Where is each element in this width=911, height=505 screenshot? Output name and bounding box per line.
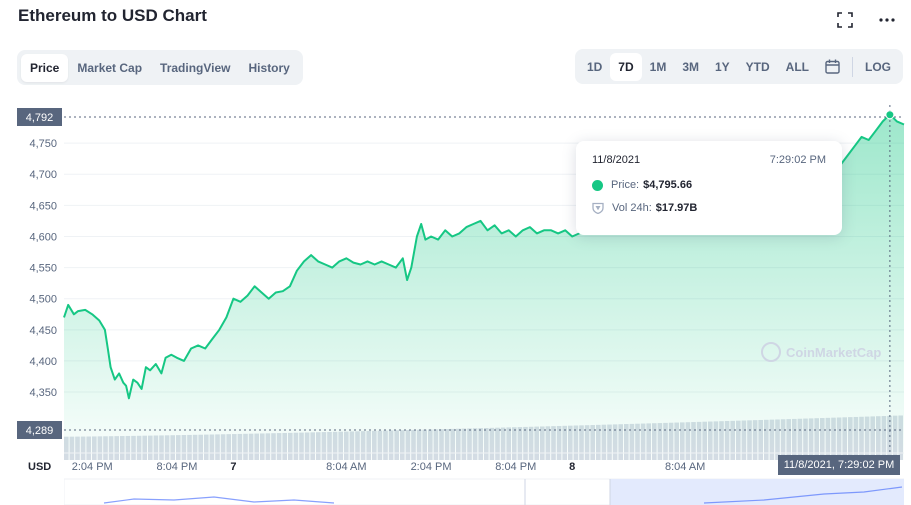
page-title: Ethereum to USD Chart (18, 6, 207, 25)
x-tick-label: 2:04 PM (411, 461, 452, 473)
range-3m[interactable]: 3M (682, 59, 699, 74)
low-label: 4,289 (26, 425, 54, 437)
log-scale-toggle[interactable]: LOG (865, 59, 891, 74)
watermark-logo-icon (761, 342, 781, 362)
y-tick-label: 4,650 (29, 200, 57, 212)
x-tick-label: 7 (230, 461, 236, 473)
low-label-bg (17, 421, 62, 439)
currency-label: USD (28, 461, 51, 473)
more-icon[interactable] (877, 10, 897, 30)
watermark: CoinMarketCap (786, 345, 881, 360)
fullscreen-icon[interactable] (835, 10, 855, 30)
x-tick-label: 8 (569, 461, 575, 473)
range-ytd[interactable]: YTD (745, 59, 770, 74)
y-tick-label: 4,500 (29, 294, 57, 306)
navigator-line-left (103, 496, 335, 504)
y-tick-label: 4,350 (29, 387, 57, 399)
x-tick-label: 2:04 PM (72, 461, 113, 473)
range-navigator[interactable] (64, 478, 904, 505)
high-label-bg (17, 108, 62, 126)
tooltip-volume-value: $17.97B (655, 202, 698, 214)
price-line[interactable] (63, 113, 905, 400)
tooltip-volume-row: Vol 24h: $17.97B (592, 202, 697, 214)
chart-toolbar (835, 10, 897, 30)
cursor-date-label: 11/8/2021, 7:29:02 PM (778, 455, 900, 475)
range-1d[interactable]: 1D (586, 59, 603, 74)
y-tick-label: 4,450 (29, 325, 57, 337)
range-7d[interactable]: 7D (610, 52, 642, 81)
tooltip-volume-label: Vol 24h: (612, 202, 652, 214)
range-1y[interactable]: 1Y (714, 59, 730, 74)
navigator-line-right (703, 486, 903, 504)
y-tick-label: 4,600 (29, 231, 57, 243)
y-tick-label: 4,550 (29, 263, 57, 275)
range-1m[interactable]: 1M (649, 59, 667, 74)
y-tick-label: 4,400 (29, 356, 57, 368)
tooltip-date: 11/8/2021 (592, 154, 641, 166)
x-tick-label: 8:04 AM (665, 461, 705, 473)
tooltip-price-value: $4,795.66 (643, 179, 693, 191)
range-all[interactable]: ALL (785, 59, 809, 74)
range-divider (852, 56, 853, 77)
chart-type-tabs: Price Market Cap TradingView History (17, 50, 303, 85)
x-tick-label: 8:04 PM (156, 461, 197, 473)
y-tick-label: 4,750 (29, 138, 57, 150)
tooltip-price-row: Price: $4,795.66 (592, 179, 692, 191)
tooltip-price-label: Price: (611, 179, 640, 191)
tooltip-time: 7:29:02 PM (769, 154, 826, 166)
tab-tradingview[interactable]: TradingView (160, 60, 231, 75)
x-tick-label: 8:04 PM (495, 461, 536, 473)
calendar-icon[interactable] (817, 53, 848, 80)
tab-market-cap[interactable]: Market Cap (77, 60, 143, 75)
high-label: 4,792 (26, 112, 54, 124)
cursor-point (885, 110, 895, 120)
tab-history[interactable]: History (248, 60, 290, 75)
price-tooltip: 11/8/2021 7:29:02 PM Price: $4,795.66 Vo… (576, 141, 842, 235)
price-dot-icon (592, 179, 603, 191)
tab-price[interactable]: Price (21, 53, 69, 82)
volume-shield-icon (592, 202, 604, 214)
y-tick-label: 4,700 (29, 169, 57, 181)
time-range-selector: 1D 7D 1M 3M 1Y YTD ALL LOG (574, 49, 903, 84)
x-tick-label: 8:04 AM (326, 461, 366, 473)
